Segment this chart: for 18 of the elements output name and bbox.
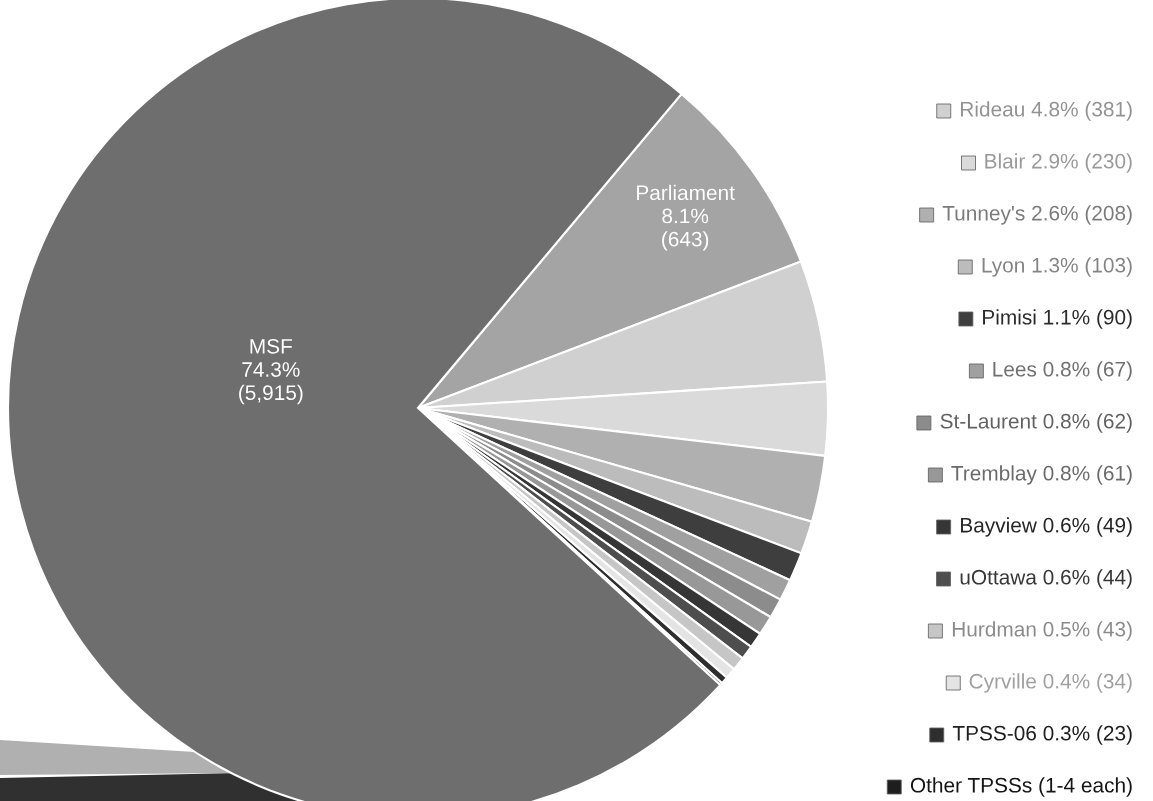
legend-label: Cyrville 0.4% (34) <box>969 673 1132 693</box>
data-label: 8.1% (643) <box>662 208 709 251</box>
legend-label: Tunney's 2.6% (208) <box>942 205 1132 225</box>
legend-label: Other TPSSs (1-4 each) <box>910 777 1132 797</box>
legend-label: Pimisi 1.1% (90) <box>983 309 1132 329</box>
slice-label: MSF <box>250 338 292 354</box>
legend-label: uOttawa 0.6% (44) <box>960 569 1132 589</box>
legend-label: Lyon 1.3% (103) <box>982 257 1132 277</box>
legend-label: St-Laurent 0.8% (62) <box>940 413 1132 433</box>
legend-label: Rideau 4.8% (381) <box>961 101 1132 121</box>
data-label: 74.3% (5,915) <box>239 362 303 405</box>
legend-label: Bayview 0.6% (49) <box>961 517 1132 537</box>
legend-label: TPSS-06 0.3% (23) <box>952 725 1132 745</box>
legend-label: Hurdman 0.5% (43) <box>952 621 1132 641</box>
legend-label: Lees 0.8% (67) <box>993 361 1132 381</box>
slice-label: Parliament <box>637 184 735 201</box>
legend-label: Tremblay 0.8% (61) <box>951 465 1132 485</box>
legend-label: Blair 2.9% (230) <box>985 153 1132 173</box>
